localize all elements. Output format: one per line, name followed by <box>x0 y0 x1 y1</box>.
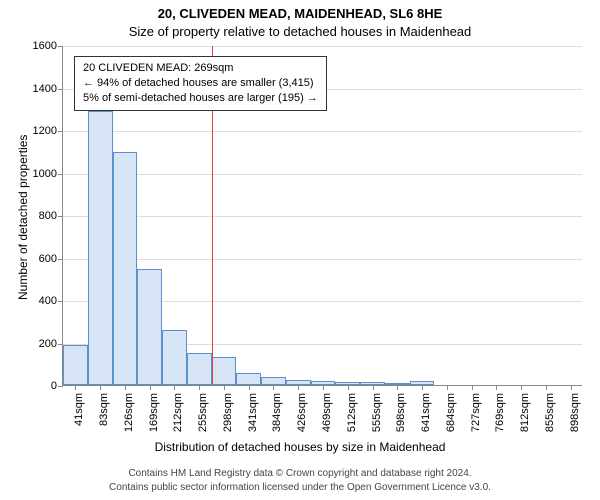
info-box-line3: 5% of semi-detached houses are larger (1… <box>83 91 318 106</box>
x-tick-label: 255sqm <box>195 393 209 432</box>
x-tick-label: 212sqm <box>170 393 184 432</box>
x-tick-mark <box>521 385 522 390</box>
x-tick-label: 298sqm <box>220 393 234 432</box>
x-tick-label: 41sqm <box>71 393 85 426</box>
y-tick-label: 200 <box>39 338 63 350</box>
x-tick-label: 426sqm <box>294 393 308 432</box>
chart-title-line1: 20, CLIVEDEN MEAD, MAIDENHEAD, SL6 8HE <box>0 6 600 21</box>
chart-title-line2: Size of property relative to detached ho… <box>0 24 600 39</box>
x-tick-mark <box>472 385 473 390</box>
y-tick-label: 1000 <box>33 168 63 180</box>
x-tick-label: 641sqm <box>418 393 432 432</box>
x-tick-label: 684sqm <box>443 393 457 432</box>
x-tick-mark <box>397 385 398 390</box>
x-tick-mark <box>249 385 250 390</box>
x-tick-mark <box>174 385 175 390</box>
x-tick-label: 855sqm <box>542 393 556 432</box>
y-tick-label: 800 <box>39 210 63 222</box>
x-tick-mark <box>150 385 151 390</box>
y-tick-label: 1200 <box>33 125 63 137</box>
y-tick-label: 400 <box>39 295 63 307</box>
x-tick-label: 898sqm <box>567 393 581 432</box>
y-tick-label: 0 <box>51 380 63 392</box>
x-tick-label: 126sqm <box>121 393 135 432</box>
x-tick-label: 727sqm <box>468 393 482 432</box>
histogram-bar <box>88 111 113 385</box>
caption-line1: Contains HM Land Registry data © Crown c… <box>0 468 600 479</box>
histogram-bar <box>236 373 261 385</box>
histogram-bar <box>212 357 237 385</box>
x-tick-mark <box>496 385 497 390</box>
x-tick-mark <box>373 385 374 390</box>
x-axis-label: Distribution of detached houses by size … <box>0 440 600 454</box>
x-tick-mark <box>273 385 274 390</box>
x-tick-label: 769sqm <box>492 393 506 432</box>
x-tick-mark <box>546 385 547 390</box>
x-tick-mark <box>422 385 423 390</box>
info-box-line1: 20 CLIVEDEN MEAD: 269sqm <box>83 61 318 76</box>
y-gridline <box>63 174 582 175</box>
x-tick-mark <box>348 385 349 390</box>
x-tick-mark <box>75 385 76 390</box>
y-gridline <box>63 46 582 47</box>
x-tick-mark <box>125 385 126 390</box>
x-tick-mark <box>298 385 299 390</box>
histogram-bar <box>113 152 138 385</box>
info-box-line2: ← 94% of detached houses are smaller (3,… <box>83 76 318 91</box>
x-tick-label: 598sqm <box>393 393 407 432</box>
x-tick-mark <box>100 385 101 390</box>
x-tick-label: 512sqm <box>344 393 358 432</box>
x-tick-label: 169sqm <box>146 393 160 432</box>
histogram-bar <box>137 269 162 385</box>
x-tick-mark <box>323 385 324 390</box>
caption-line2: Contains public sector information licen… <box>0 482 600 493</box>
y-gridline <box>63 131 582 132</box>
y-axis-label: Number of detached properties <box>16 135 30 300</box>
x-tick-label: 555sqm <box>369 393 383 432</box>
x-tick-label: 469sqm <box>319 393 333 432</box>
x-tick-mark <box>199 385 200 390</box>
y-tick-label: 600 <box>39 253 63 265</box>
chart-container: 20, CLIVEDEN MEAD, MAIDENHEAD, SL6 8HE S… <box>0 0 600 500</box>
x-tick-label: 812sqm <box>517 393 531 432</box>
y-gridline <box>63 216 582 217</box>
y-gridline <box>63 259 582 260</box>
histogram-bar <box>63 345 88 385</box>
x-tick-mark <box>447 385 448 390</box>
x-tick-mark <box>224 385 225 390</box>
histogram-bar <box>162 330 187 385</box>
x-tick-mark <box>571 385 572 390</box>
y-tick-label: 1400 <box>33 83 63 95</box>
y-tick-label: 1600 <box>33 40 63 52</box>
info-box: 20 CLIVEDEN MEAD: 269sqm ← 94% of detach… <box>74 56 327 111</box>
x-tick-label: 83sqm <box>96 393 110 426</box>
x-tick-label: 341sqm <box>245 393 259 432</box>
histogram-bar <box>187 353 212 385</box>
x-tick-label: 384sqm <box>269 393 283 432</box>
histogram-bar <box>261 377 286 386</box>
